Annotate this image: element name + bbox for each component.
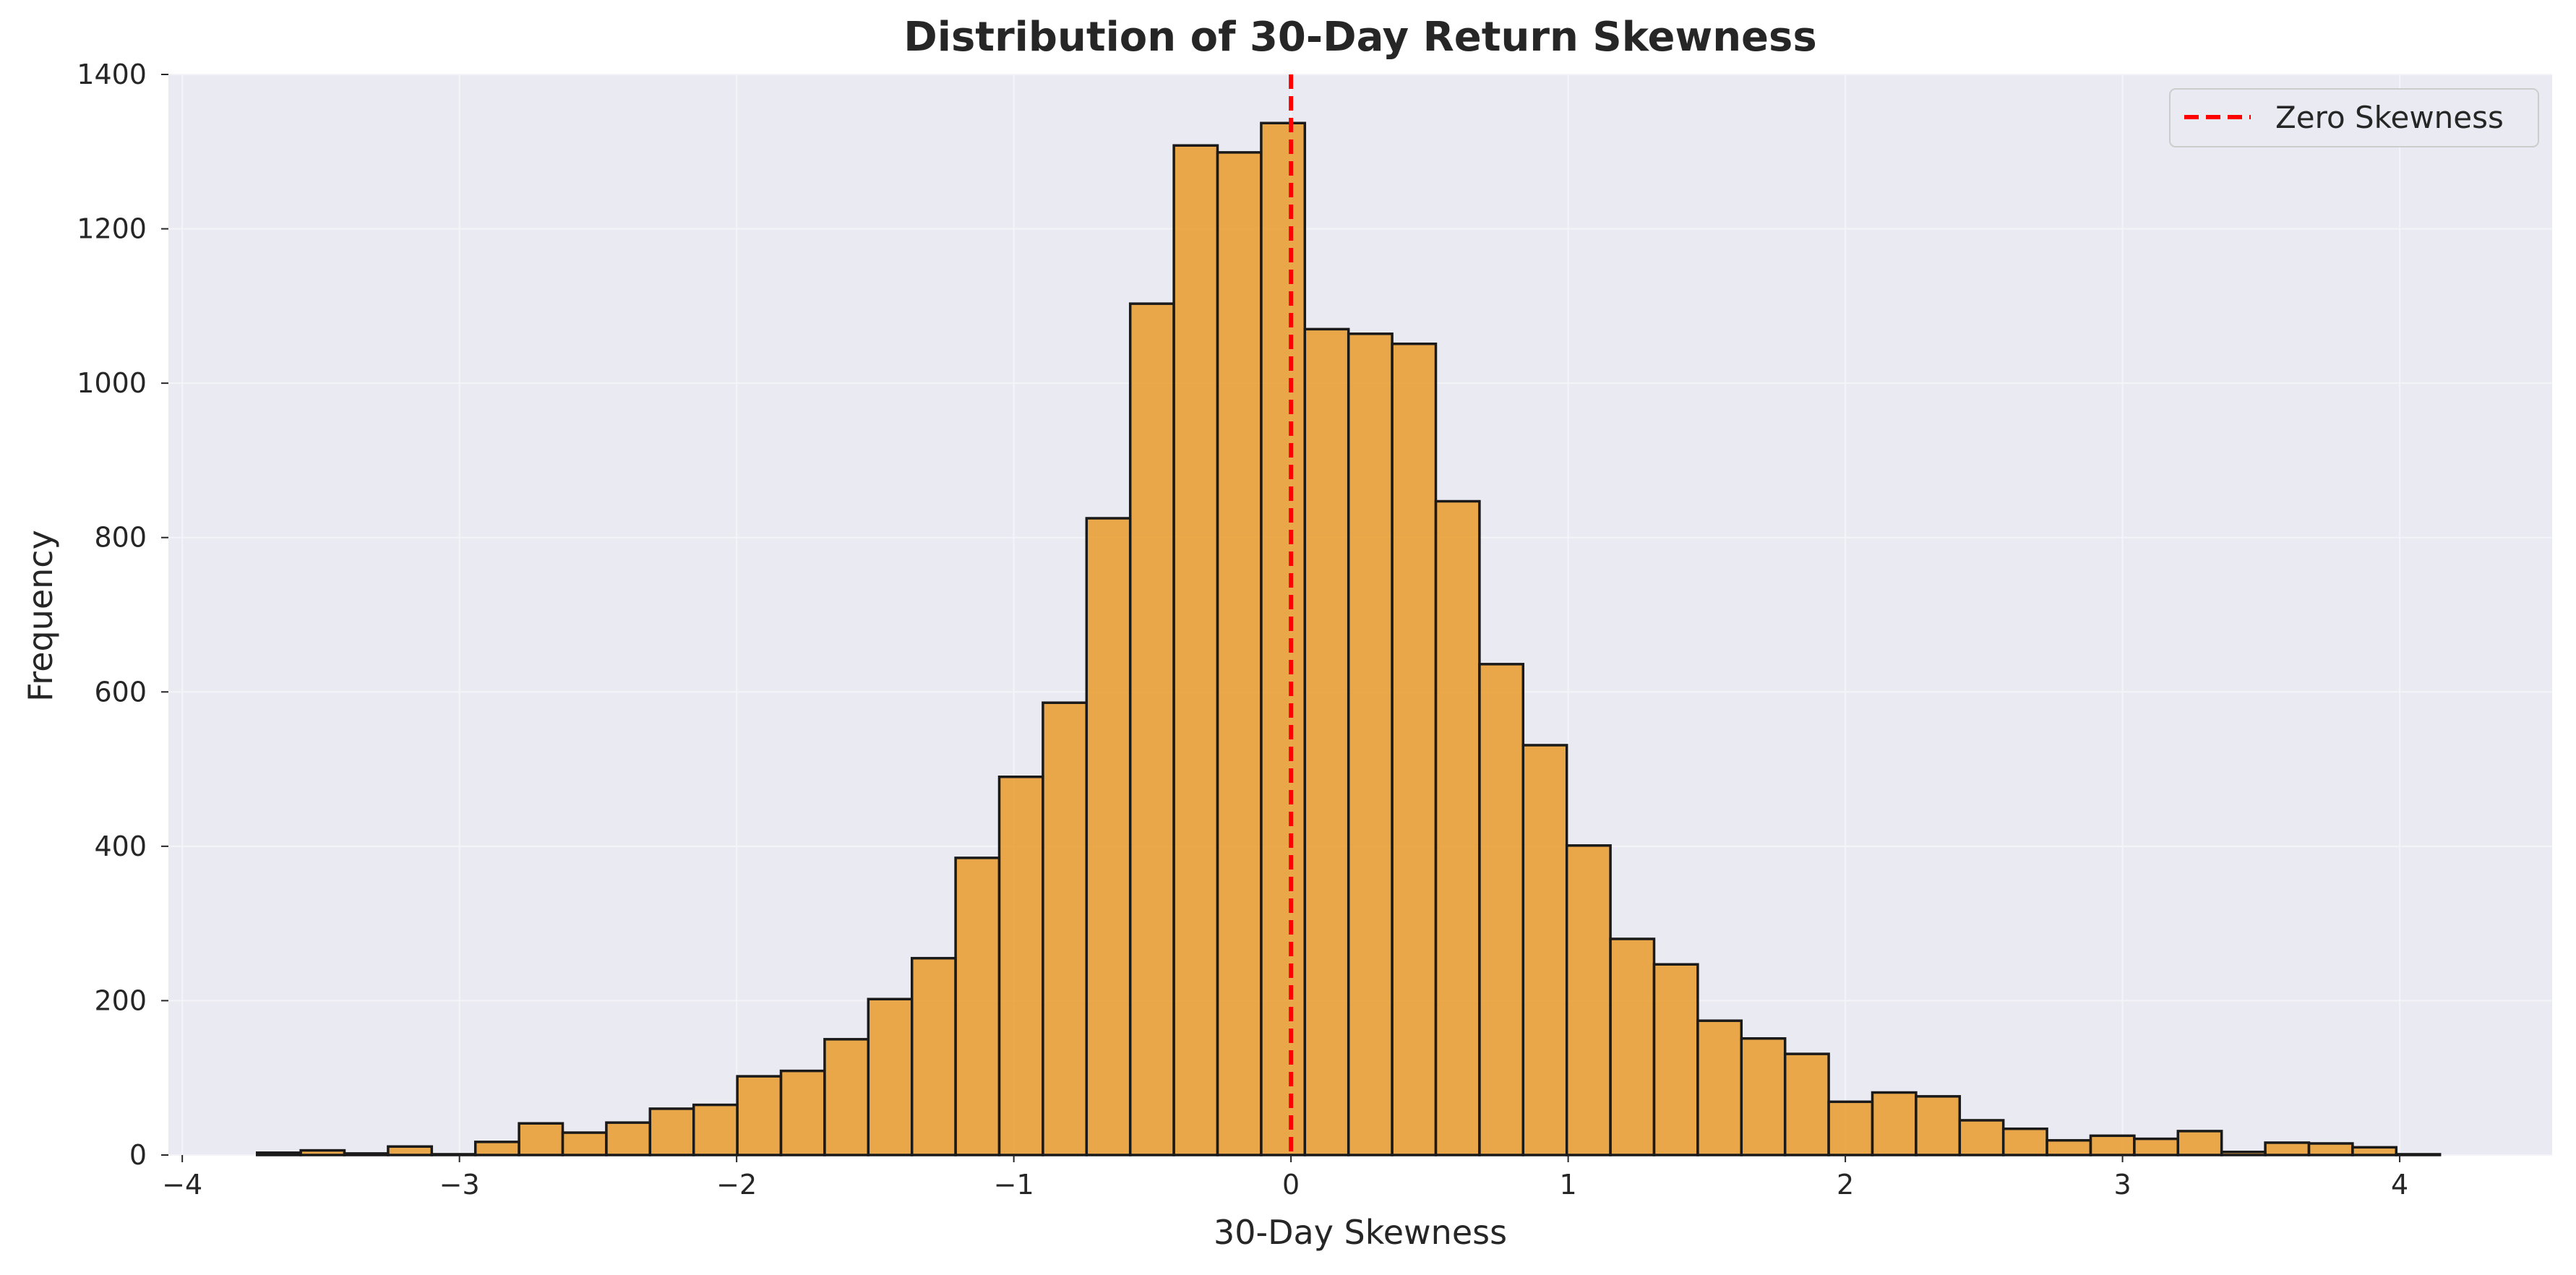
- histogram-bar: [1172, 144, 1219, 1156]
- histogram-bar: [2001, 1127, 2048, 1156]
- histogram-bar: [867, 997, 914, 1156]
- histogram-bar: [1347, 332, 1394, 1156]
- histogram-bar: [2176, 1130, 2223, 1156]
- histogram-bar: [1915, 1095, 1962, 1156]
- x-tick-label: 3: [2113, 1169, 2131, 1201]
- legend-box: [2169, 88, 2539, 147]
- histogram-bar: [1391, 342, 1438, 1156]
- x-tick-label: 4: [2391, 1169, 2408, 1201]
- histogram-bar: [997, 776, 1044, 1156]
- x-tick-label: −2: [716, 1169, 757, 1201]
- histogram-bar: [387, 1145, 434, 1156]
- histogram-bar: [473, 1141, 520, 1156]
- histogram-bar: [1085, 517, 1132, 1156]
- x-tick-label: 2: [1837, 1169, 1854, 1201]
- x-axis-label: 30-Day Skewness: [1214, 1213, 1507, 1252]
- histogram-bar: [2133, 1137, 2180, 1156]
- x-tick-label: 0: [1282, 1169, 1300, 1201]
- histogram-bar: [2264, 1141, 2311, 1156]
- histogram-bar: [255, 1151, 302, 1156]
- histogram-bar: [2089, 1134, 2136, 1156]
- histogram-bar: [692, 1103, 739, 1156]
- histogram-bar: [561, 1131, 608, 1156]
- histogram-bar: [1260, 121, 1307, 1156]
- y-tick-label: 1000: [77, 367, 147, 399]
- histogram-bar: [1434, 499, 1481, 1156]
- histogram-bar: [648, 1107, 695, 1156]
- y-axis-ticks: 0 200 400 600 800 1000 1200 1400: [77, 59, 168, 1171]
- y-tick-label: 1400: [77, 59, 147, 90]
- histogram-bar: [1783, 1052, 1830, 1156]
- histogram-bar: [1740, 1037, 1787, 1156]
- histogram-bar: [1871, 1091, 1918, 1156]
- y-axis-label: Frequency: [21, 530, 60, 702]
- legend: Zero Skewness: [2169, 88, 2539, 147]
- legend-label-zero-skewness: Zero Skewness: [2275, 100, 2504, 135]
- x-tick-label: −3: [439, 1169, 480, 1201]
- histogram-bar: [823, 1038, 870, 1156]
- histogram-bar: [1609, 937, 1656, 1156]
- histogram-bar: [343, 1152, 390, 1156]
- histogram-bar: [2351, 1146, 2398, 1156]
- histogram-bar: [605, 1121, 652, 1156]
- histogram-bar: [1042, 701, 1089, 1156]
- y-tick-label: 0: [129, 1139, 147, 1171]
- chart-title: Distribution of 30-Day Return Skewness: [903, 14, 1816, 61]
- x-tick-label: −4: [162, 1169, 202, 1201]
- histogram-bar: [1958, 1119, 2005, 1156]
- histogram-bar: [430, 1153, 477, 1156]
- histogram-bar: [954, 857, 1001, 1156]
- histogram-bar: [1478, 663, 1525, 1156]
- histogram-bar: [736, 1075, 783, 1156]
- histogram-bar: [518, 1122, 564, 1156]
- histogram-bars: [255, 121, 2442, 1156]
- histogram-bar: [910, 956, 957, 1156]
- histogram-bar: [1696, 1019, 1743, 1156]
- histogram-bar: [1128, 302, 1175, 1156]
- x-axis-ticks: −4 −3 −2 −1 0 1 2 3 4: [162, 1155, 2408, 1201]
- y-tick-label: 400: [94, 830, 147, 862]
- histogram-bar: [1521, 744, 1568, 1156]
- histogram-bar: [779, 1069, 826, 1156]
- y-tick-label: 1200: [77, 213, 147, 245]
- histogram-bar: [2395, 1153, 2442, 1156]
- y-tick-label: 600: [94, 676, 147, 708]
- histogram-bar: [299, 1149, 346, 1156]
- x-tick-label: 1: [1560, 1169, 1577, 1201]
- histogram-bar: [1565, 844, 1612, 1156]
- y-tick-label: 800: [94, 522, 147, 554]
- histogram-bar: [1652, 963, 1699, 1156]
- histogram-bar: [2307, 1142, 2354, 1156]
- y-tick-label: 200: [94, 984, 147, 1016]
- histogram-bar: [1303, 327, 1350, 1156]
- x-tick-label: −1: [994, 1169, 1034, 1201]
- histogram-bar: [2045, 1138, 2092, 1156]
- histogram-bar: [1827, 1100, 1874, 1156]
- histogram-bar: [1216, 151, 1263, 1156]
- histogram-bar: [2220, 1150, 2267, 1156]
